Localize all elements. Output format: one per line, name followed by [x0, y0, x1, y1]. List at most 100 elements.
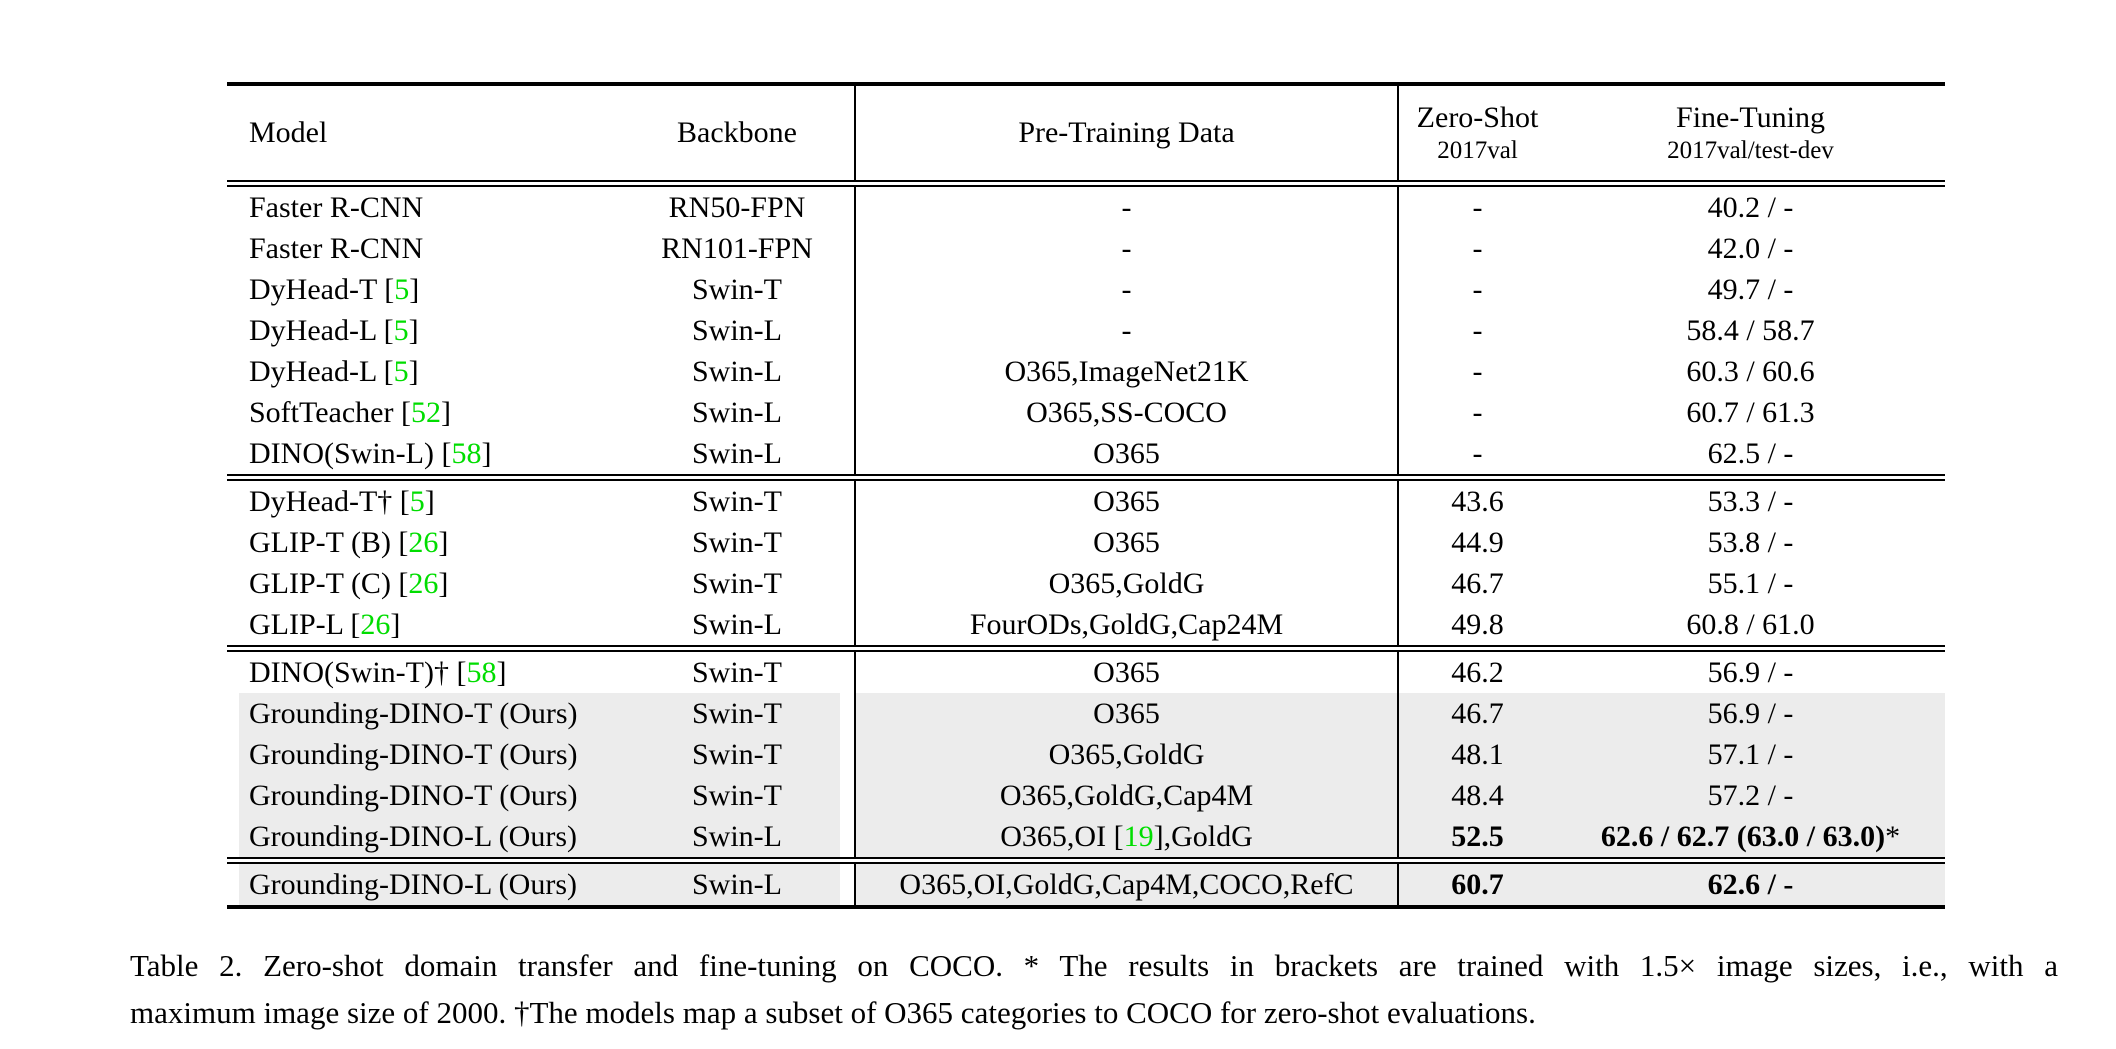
pretraining-data-cell: O365,ImageNet21K — [854, 351, 1398, 392]
model-cell: DyHead-T† [5] — [249, 484, 435, 518]
backbone-cell: RN50-FPN — [668, 190, 806, 224]
fine-tuning-cell: 53.8 / - — [1707, 525, 1794, 559]
model-cell: DINO(Swin-T)† [58] — [249, 655, 507, 689]
zero-shot-cell: 46.7 — [1397, 693, 1556, 734]
model-cell: Grounding-DINO-T (Ours) — [227, 734, 620, 775]
citation-link[interactable]: 5 — [394, 272, 410, 306]
citation-link[interactable]: 26 — [408, 566, 439, 600]
column-header-backbone: Backbone — [620, 84, 855, 180]
table-header-row: Model Backbone Pre-Training Data Zero-Sh… — [227, 84, 1945, 180]
backbone-cell: RN101-FPN — [661, 231, 813, 265]
pretraining-data-cell: O365,OI,GoldG,Cap4M,COCO,RefC — [854, 864, 1398, 907]
pretraining-data-cell: O365,SS-COCO — [854, 392, 1398, 433]
zero-shot-cell: - — [1397, 433, 1556, 474]
pretraining-data-cell: O365,GoldG,Cap4M — [854, 775, 1398, 816]
model-cell: GLIP-T (B) [26] — [249, 525, 449, 559]
fine-tuning-cell: 62.6 / 62.7 (63.0 / 63.0)* — [1556, 816, 1945, 857]
group-separator-rule — [227, 474, 1945, 481]
zero-shot-cell: 48.4 — [1397, 775, 1556, 816]
model-cell: SoftTeacher [52] — [249, 395, 451, 429]
double-rule — [227, 474, 1945, 481]
table-row: Grounding-DINO-L (Ours) Swin-L O365,OI,Gol… — [227, 864, 1945, 907]
zero-shot-cell: - — [1397, 310, 1556, 351]
double-rule — [227, 180, 1945, 187]
backbone-cell: Swin-L — [692, 395, 782, 429]
model-cell: DyHead-T [5] — [249, 272, 420, 306]
citation-link[interactable]: 58 — [451, 436, 482, 470]
results-table-wrap: Model Backbone Pre-Training Data Zero-Sh… — [227, 82, 1945, 909]
model-cell: GLIP-T (C) [26] — [249, 566, 449, 600]
zero-shot-header-subtitle: 2017val — [1437, 137, 1518, 164]
column-header-model: Model — [227, 84, 620, 180]
citation-link[interactable]: 5 — [393, 354, 409, 388]
backbone-cell: Swin-L — [692, 607, 782, 641]
table-row: Grounding-DINO-L (Ours) Swin-L O365,OI [19… — [227, 816, 1945, 857]
pretraining-data-cell: FourODs,GoldG,Cap24M — [854, 604, 1398, 645]
table-caption: Table 2. Zero-shot domain transfer and f… — [130, 942, 2058, 1036]
citation-link[interactable]: 5 — [393, 313, 409, 347]
fine-tuning-cell: 60.3 / 60.6 — [1686, 354, 1815, 388]
fine-tuning-cell: 56.9 / - — [1556, 693, 1945, 734]
column-header-pretraining-data: Pre-Training Data — [854, 84, 1398, 180]
pretraining-data-cell: O365 — [854, 693, 1398, 734]
model-cell: DyHead-L [5] — [249, 354, 419, 388]
table-row: GLIP-T (C) [26] Swin-T O365,GoldG 46.7 55.1 … — [227, 563, 1945, 604]
zero-shot-cell: 43.6 — [1397, 481, 1556, 522]
fine-tuning-cell: 60.7 / 61.3 — [1686, 395, 1815, 429]
backbone-cell: Swin-T — [620, 775, 855, 816]
model-cell: Grounding-DINO-L (Ours) — [227, 816, 620, 857]
fine-tuning-cell: 40.2 / - — [1707, 190, 1794, 224]
fine-tuning-cell: 58.4 / 58.7 — [1686, 313, 1815, 347]
table-row: DyHead-L [5] Swin-L O365,ImageNet21K - 60.3 … — [227, 351, 1945, 392]
citation-link[interactable]: 52 — [410, 395, 441, 429]
column-header-model-label: Model — [249, 116, 328, 149]
table-row: Grounding-DINO-T (Ours) Swin-T O365 46.7 56.… — [227, 693, 1945, 734]
zero-shot-cell: 46.7 — [1397, 563, 1556, 604]
zero-shot-cell: 52.5 — [1397, 816, 1556, 857]
pretraining-data-cell: O365 — [854, 481, 1398, 522]
zero-shot-cell: 44.9 — [1397, 522, 1556, 563]
fine-tuning-cell: 49.7 / - — [1707, 272, 1794, 306]
table-row: Faster R-CNN RN50-FPN - - 40.2 / - — [227, 187, 1945, 228]
double-rule — [227, 645, 1945, 652]
results-table: Model Backbone Pre-Training Data Zero-Sh… — [227, 82, 1945, 909]
backbone-cell: Swin-T — [692, 272, 782, 306]
backbone-cell: Swin-T — [620, 693, 855, 734]
backbone-cell: Swin-T — [692, 566, 782, 600]
pretraining-data-cell: O365 — [854, 652, 1398, 693]
citation-link[interactable]: 26 — [408, 525, 439, 559]
pretraining-data-cell: O365 — [854, 522, 1398, 563]
table-row: Grounding-DINO-T (Ours) Swin-T O365,GoldG,… — [227, 775, 1945, 816]
group-separator-rule — [227, 645, 1945, 652]
citation-link[interactable]: 19 — [1123, 819, 1154, 853]
backbone-cell: Swin-L — [620, 816, 855, 857]
zero-shot-cell: 60.7 — [1397, 864, 1556, 907]
fine-tuning-cell: 57.1 / - — [1556, 734, 1945, 775]
fine-tuning-cell: 62.5 / - — [1707, 436, 1794, 470]
model-cell: Faster R-CNN — [249, 190, 424, 224]
backbone-cell: Swin-T — [692, 525, 782, 559]
backbone-cell: Swin-L — [692, 354, 782, 388]
pretraining-data-cell: - — [854, 187, 1398, 228]
table-row: SoftTeacher [52] Swin-L O365,SS-COCO - 60.7 … — [227, 392, 1945, 433]
backbone-cell: Swin-L — [620, 864, 855, 907]
zero-shot-cell: - — [1397, 187, 1556, 228]
fine-tuning-cell: 57.2 / - — [1556, 775, 1945, 816]
citation-link[interactable]: 5 — [409, 484, 425, 518]
table-row: Faster R-CNN RN101-FPN - - 42.0 / - — [227, 228, 1945, 269]
zero-shot-cell: 49.8 — [1397, 604, 1556, 645]
citation-link[interactable]: 26 — [360, 607, 391, 641]
column-header-backbone-label: Backbone — [677, 116, 797, 149]
table-row: GLIP-L [26] Swin-L FourODs,GoldG,Cap24M 49.… — [227, 604, 1945, 645]
column-header-zero-shot: Zero-Shot 2017val — [1397, 84, 1556, 180]
header-separator-rule — [227, 180, 1945, 187]
fine-tuning-cell: 62.6 / - — [1556, 864, 1945, 907]
fine-tuning-cell: 53.3 / - — [1707, 484, 1794, 518]
backbone-cell: Swin-L — [692, 436, 782, 470]
model-cell: Grounding-DINO-T (Ours) — [227, 693, 620, 734]
model-cell: DINO(Swin-L) [58] — [249, 436, 492, 470]
zero-shot-cell: - — [1397, 351, 1556, 392]
citation-link[interactable]: 58 — [466, 655, 497, 689]
pretraining-data-cell: O365,GoldG — [854, 563, 1398, 604]
model-cell: Faster R-CNN — [249, 231, 424, 265]
